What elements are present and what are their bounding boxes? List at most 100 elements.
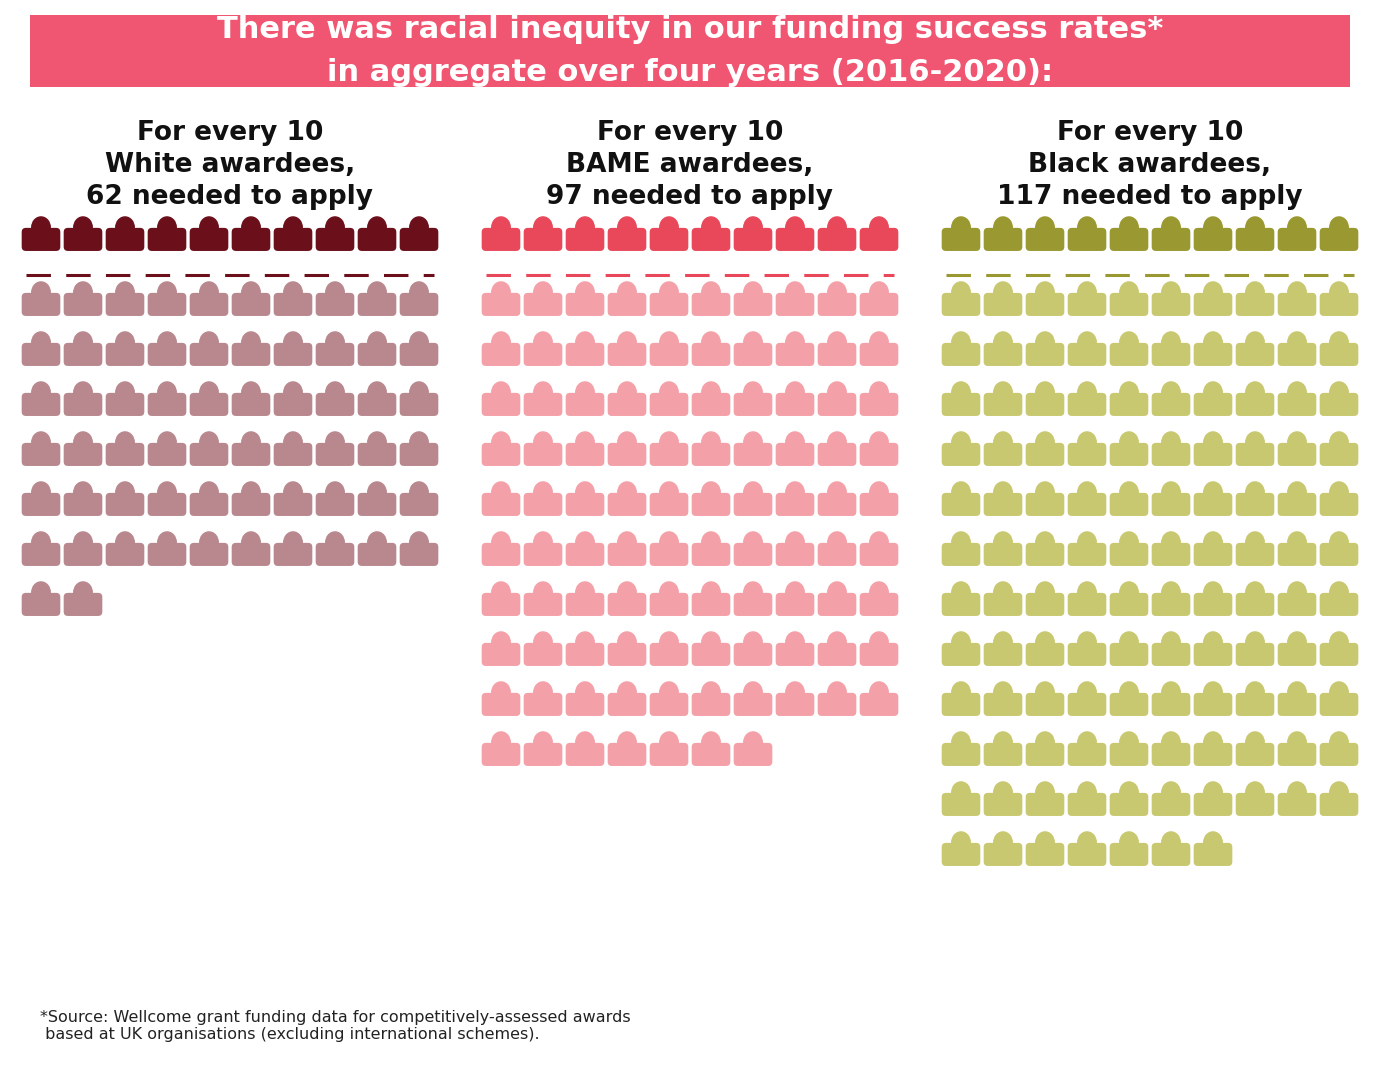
Ellipse shape [1036,482,1054,503]
Ellipse shape [367,532,386,553]
FancyBboxPatch shape [523,643,562,666]
FancyBboxPatch shape [357,228,396,251]
Ellipse shape [1119,582,1138,603]
FancyBboxPatch shape [1235,543,1274,566]
Ellipse shape [200,282,218,302]
Ellipse shape [73,382,92,403]
Ellipse shape [660,382,678,403]
FancyBboxPatch shape [1152,643,1191,666]
FancyBboxPatch shape [357,543,396,566]
FancyBboxPatch shape [984,743,1023,766]
Ellipse shape [1119,782,1138,802]
FancyBboxPatch shape [984,293,1023,316]
Ellipse shape [1162,382,1180,403]
Ellipse shape [1119,282,1138,302]
Ellipse shape [994,482,1013,503]
Ellipse shape [618,532,636,553]
FancyBboxPatch shape [1068,293,1107,316]
Ellipse shape [1036,282,1054,302]
Ellipse shape [116,482,134,503]
FancyBboxPatch shape [523,543,562,566]
Ellipse shape [1203,532,1223,553]
Text: 117 needed to apply: 117 needed to apply [998,184,1303,210]
FancyBboxPatch shape [523,443,562,465]
FancyBboxPatch shape [22,393,61,416]
Ellipse shape [284,532,302,553]
Ellipse shape [1203,332,1223,353]
FancyBboxPatch shape [607,342,646,366]
Ellipse shape [326,432,344,453]
FancyBboxPatch shape [1319,743,1358,766]
FancyBboxPatch shape [63,228,102,251]
FancyBboxPatch shape [984,593,1023,616]
FancyBboxPatch shape [941,228,980,251]
Ellipse shape [1288,532,1307,553]
Ellipse shape [1246,332,1264,353]
Ellipse shape [1119,332,1138,353]
FancyBboxPatch shape [357,492,396,516]
Ellipse shape [618,382,636,403]
FancyBboxPatch shape [1235,693,1274,716]
Ellipse shape [744,532,762,553]
Ellipse shape [32,382,50,403]
FancyBboxPatch shape [400,228,439,251]
Ellipse shape [952,432,970,453]
Ellipse shape [1162,432,1180,453]
FancyBboxPatch shape [1025,693,1064,716]
FancyBboxPatch shape [273,293,312,316]
FancyBboxPatch shape [232,228,270,251]
FancyBboxPatch shape [148,443,186,465]
Text: White awardees,: White awardees, [105,152,355,178]
FancyBboxPatch shape [1025,393,1064,416]
FancyBboxPatch shape [482,342,520,366]
Ellipse shape [1288,681,1307,703]
FancyBboxPatch shape [566,492,604,516]
Ellipse shape [491,532,511,553]
Ellipse shape [744,217,762,238]
FancyBboxPatch shape [1068,693,1107,716]
Ellipse shape [534,217,552,238]
Ellipse shape [200,217,218,238]
FancyBboxPatch shape [1278,342,1317,366]
Ellipse shape [1288,632,1307,653]
Ellipse shape [200,432,218,453]
FancyBboxPatch shape [607,643,646,666]
Ellipse shape [491,582,511,603]
FancyBboxPatch shape [523,492,562,516]
Ellipse shape [534,482,552,503]
Ellipse shape [1246,532,1264,553]
FancyBboxPatch shape [734,743,773,766]
Ellipse shape [702,282,720,302]
Ellipse shape [744,432,762,453]
Ellipse shape [828,217,846,238]
FancyBboxPatch shape [607,492,646,516]
FancyBboxPatch shape [1235,643,1274,666]
FancyBboxPatch shape [1278,393,1317,416]
Text: For every 10: For every 10 [137,120,323,146]
Ellipse shape [744,632,762,653]
Ellipse shape [1288,217,1307,238]
Ellipse shape [618,582,636,603]
FancyBboxPatch shape [984,443,1023,465]
Ellipse shape [157,532,177,553]
Ellipse shape [618,732,636,753]
FancyBboxPatch shape [1025,643,1064,666]
FancyBboxPatch shape [148,293,186,316]
FancyBboxPatch shape [776,293,814,316]
Ellipse shape [367,282,386,302]
Ellipse shape [367,382,386,403]
FancyBboxPatch shape [984,342,1023,366]
FancyBboxPatch shape [316,443,355,465]
Ellipse shape [952,382,970,403]
FancyBboxPatch shape [1152,393,1191,416]
Ellipse shape [660,632,678,653]
FancyBboxPatch shape [941,492,980,516]
Ellipse shape [1203,432,1223,453]
FancyBboxPatch shape [691,743,730,766]
FancyBboxPatch shape [273,228,312,251]
FancyBboxPatch shape [1110,492,1148,516]
Ellipse shape [116,282,134,302]
FancyBboxPatch shape [232,293,270,316]
FancyBboxPatch shape [1025,293,1064,316]
FancyBboxPatch shape [232,393,270,416]
